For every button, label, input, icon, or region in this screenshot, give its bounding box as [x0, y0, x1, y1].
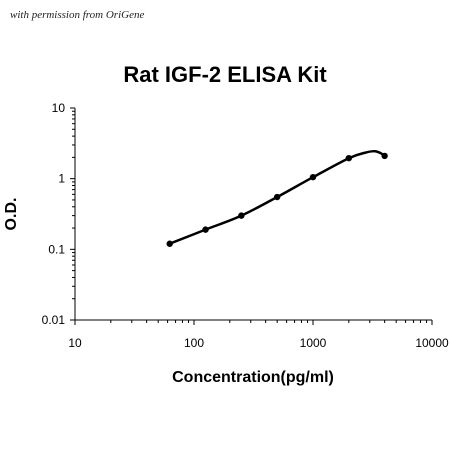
y-tick-label: 1 — [58, 172, 65, 186]
x-tick-label: 10000 — [415, 336, 449, 350]
chart-title: Rat IGF-2 ELISA Kit — [123, 62, 327, 87]
data-point — [309, 173, 317, 181]
data-point — [166, 240, 173, 247]
ticks: 10 100 1000 10000 0.01 0.1 1 10 — [42, 101, 449, 350]
y-tick-label: 0.1 — [48, 242, 65, 256]
data-point — [202, 226, 209, 233]
data-point — [273, 193, 281, 201]
plot-area — [166, 149, 388, 247]
x-tick-label: 100 — [184, 336, 204, 350]
standard-curve-line — [168, 149, 386, 245]
y-axis-label: O.D. — [3, 198, 20, 231]
permission-watermark: with permission from OriGene — [10, 9, 145, 21]
data-point — [345, 154, 353, 162]
x-tick-label: 1000 — [300, 336, 327, 350]
y-tick-label: 0.01 — [42, 313, 66, 327]
y-tick-label: 10 — [52, 101, 66, 115]
x-tick-label: 10 — [68, 336, 82, 350]
axes — [74, 108, 432, 321]
x-axis-label: Concentration(pg/ml) — [172, 369, 334, 386]
data-point — [238, 212, 245, 219]
data-point — [381, 152, 388, 160]
